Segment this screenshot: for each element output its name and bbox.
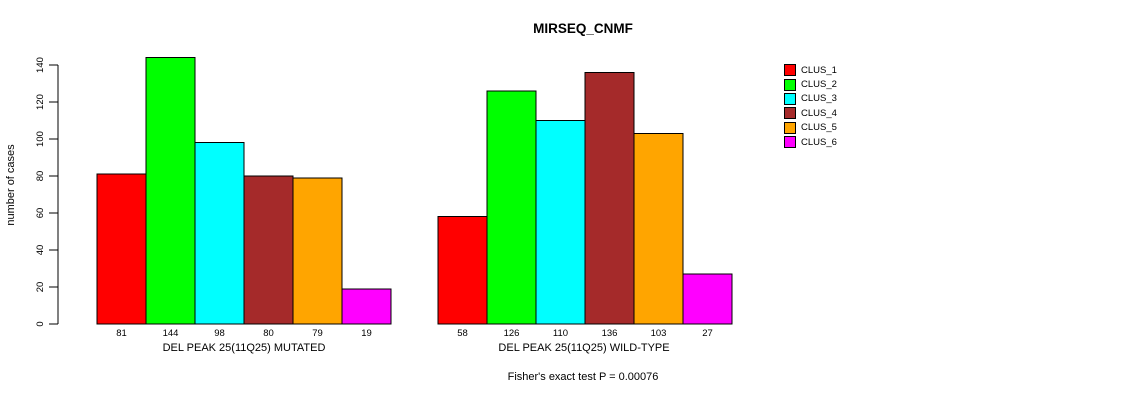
y-axis-tick-label: 40 — [35, 245, 46, 256]
legend-swatch-icon — [784, 136, 796, 149]
legend-swatch-icon — [784, 92, 796, 105]
bar-clus_5 — [292, 177, 343, 325]
bar-value-label: 58 — [457, 328, 468, 339]
legend-label: CLUS_6 — [801, 136, 837, 148]
bar-clus_6 — [341, 288, 392, 325]
bar-value-label: 144 — [163, 328, 179, 339]
bar-clus_1 — [96, 173, 147, 325]
legend: CLUS_1 CLUS_2 CLUS_3 CLUS_4 CLUS_5 CLUS_6 — [784, 63, 837, 149]
legend-label: CLUS_5 — [801, 122, 837, 134]
bar-value-label: 19 — [361, 328, 372, 339]
legend-label: CLUS_2 — [801, 79, 837, 91]
bar-value-label: 98 — [214, 328, 225, 339]
legend-item-clus_1: CLUS_1 — [784, 63, 837, 77]
bar-value-label: 110 — [553, 328, 568, 339]
legend-swatch-icon — [784, 121, 796, 134]
x-group-label-mutated: DEL PEAK 25(11Q25) MUTATED — [162, 342, 326, 354]
legend-label: CLUS_3 — [801, 93, 837, 105]
y-axis-tick-label: 140 — [35, 57, 46, 73]
bar-clus_1 — [437, 216, 488, 325]
bar-clus_3 — [535, 120, 586, 325]
y-axis-tick-label: 20 — [35, 282, 46, 293]
bar-clus_6 — [682, 273, 733, 325]
legend-item-clus_5: CLUS_5 — [784, 121, 837, 135]
y-axis-tick-label: 60 — [35, 208, 46, 219]
bar-clus_3 — [194, 142, 245, 325]
bar-value-label: 81 — [116, 328, 127, 339]
y-axis-tick-label: 100 — [35, 131, 46, 147]
bar-value-label: 126 — [504, 328, 520, 339]
bar-clus_2 — [486, 90, 537, 325]
x-group-label-wild-type: DEL PEAK 25(11Q25) WILD-TYPE — [498, 342, 670, 354]
legend-label: CLUS_4 — [801, 107, 837, 119]
bar-clus_5 — [633, 132, 684, 325]
legend-item-clus_4: CLUS_4 — [784, 106, 837, 120]
legend-item-clus_3: CLUS_3 — [784, 92, 837, 106]
chart-title: MIRSEQ_CNMF — [533, 21, 633, 36]
fisher-test-annotation: Fisher's exact test P = 0.00076 — [507, 371, 659, 383]
y-axis-tick-label: 120 — [35, 94, 46, 110]
legend-label: CLUS_1 — [801, 64, 837, 76]
bar-clus_4 — [243, 175, 294, 325]
bar-value-label: 79 — [312, 328, 323, 339]
y-axis-tick-label: 80 — [35, 171, 46, 182]
y-axis-tick-label: 0 — [35, 321, 46, 326]
legend-item-clus_2: CLUS_2 — [784, 77, 837, 91]
legend-item-clus_6: CLUS_6 — [784, 135, 837, 149]
bar-clus_2 — [145, 57, 196, 325]
legend-swatch-icon — [784, 64, 796, 77]
legend-swatch-icon — [784, 107, 796, 120]
legend-swatch-icon — [784, 78, 796, 91]
bar-value-label: 80 — [263, 328, 274, 339]
bar-value-label: 136 — [602, 328, 618, 339]
bar-value-label: 103 — [651, 328, 667, 339]
bar-clus_4 — [584, 71, 635, 325]
bar-value-label: 27 — [702, 328, 713, 339]
